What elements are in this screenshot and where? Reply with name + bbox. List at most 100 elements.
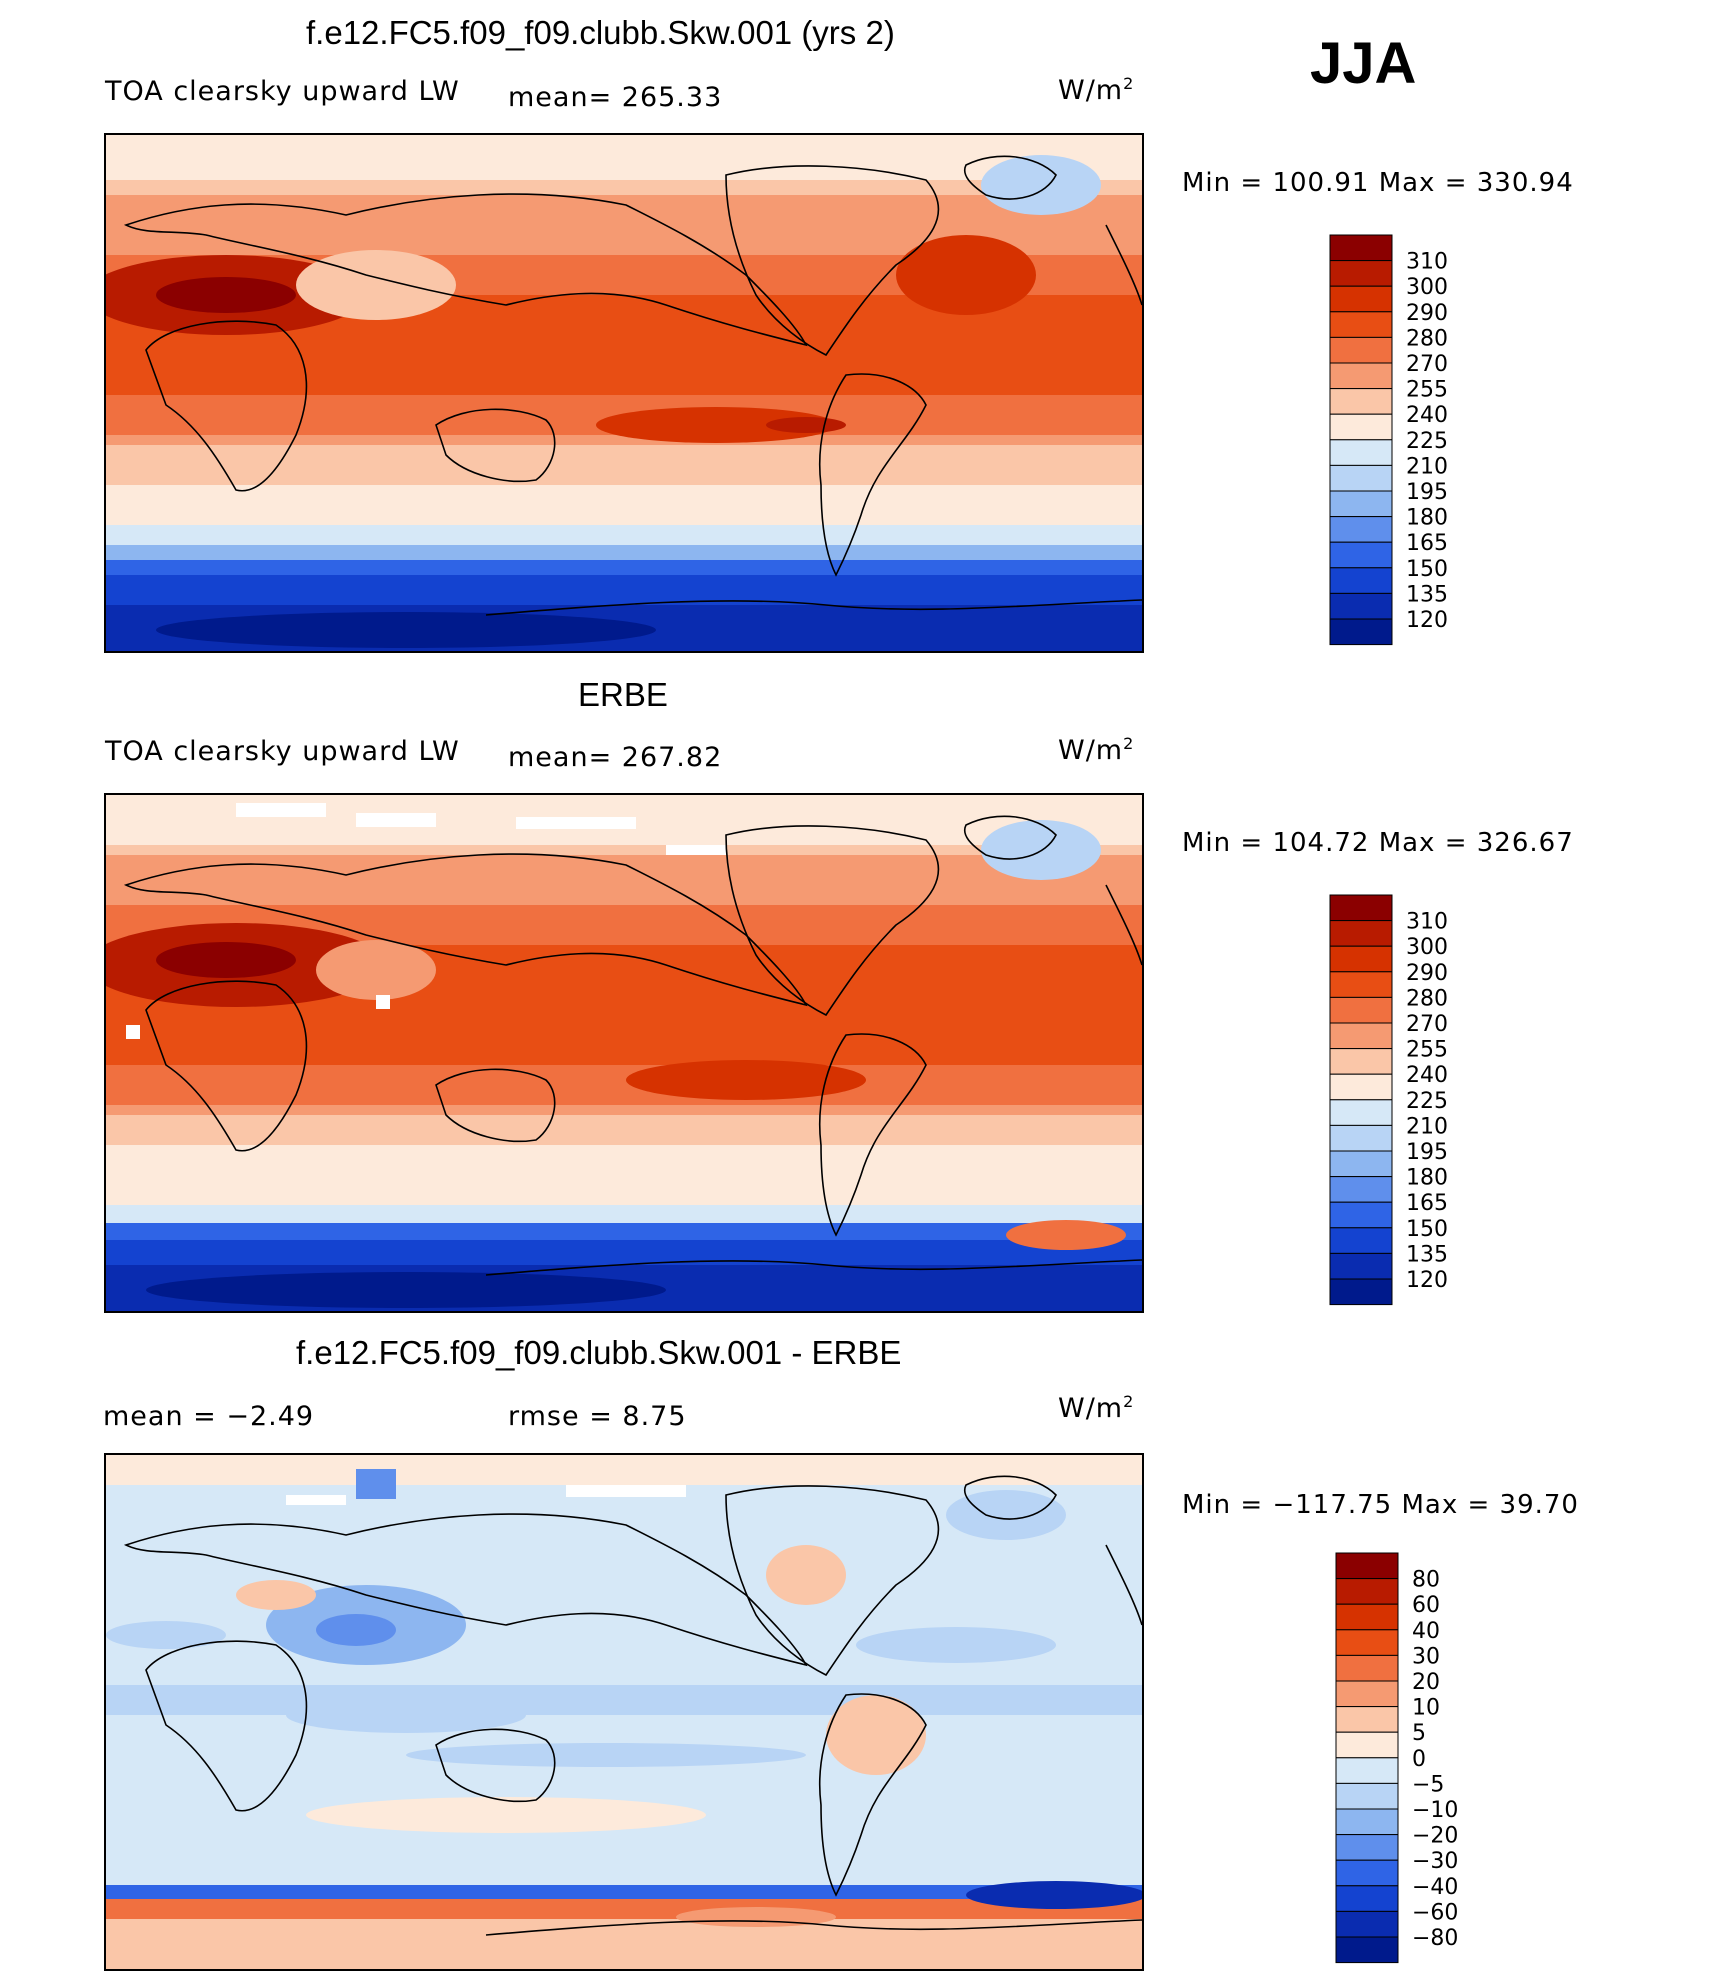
panel-3-colorbar-tick-label: 30: [1412, 1644, 1440, 1669]
panel-1-minmax: Min = 100.91 Max = 330.94: [1182, 168, 1574, 198]
panel-1-colorbar-tick-label: 280: [1406, 326, 1448, 351]
panel-1-colorbar-swatch: [1329, 285, 1393, 313]
panel-3-colorbar-tick-label: −60: [1412, 1900, 1458, 1925]
panel-2-colorbar-swatch: [1329, 894, 1393, 922]
panel-2-units: W/m2: [1058, 734, 1135, 766]
panel-3-title: f.e12.FC5.f09_f09.clubb.Skw.001 - ERBE: [296, 1334, 902, 1371]
panel-2-colorbar-swatch: [1329, 1150, 1393, 1178]
panel-3-colorbar-swatch: [1335, 1552, 1399, 1580]
panel-3-colorbar: 80 60 40 30 20 10 5 0 −5 −10 −20 −30 −40 −60 −80: [1335, 1552, 1536, 1968]
panel-2-colorbar-swatch: [1329, 1176, 1393, 1203]
panel-2-colorbar-tick-label: 180: [1406, 1166, 1448, 1191]
panel-3-colorbar-tick-label: 80: [1412, 1568, 1440, 1593]
panel-2-colorbar-swatch: [1329, 1201, 1393, 1229]
panel-3-colorbar-swatch: [1335, 1654, 1399, 1682]
panel-3-colorbar-tick-label: 20: [1412, 1670, 1440, 1695]
panel-1-colorbar-swatch: [1329, 336, 1393, 364]
panel-3-colorbar-tick-label: 60: [1412, 1593, 1440, 1618]
panel-3-colorbar-swatch: [1335, 1936, 1399, 1964]
panel-2-colorbar-swatch: [1329, 1227, 1393, 1254]
panel-2-map-svg: [106, 795, 1142, 1311]
panel-1-colorbar-swatch: [1329, 464, 1393, 492]
panel-3-colorbar-tick-label: −30: [1412, 1849, 1458, 1874]
panel-1-colorbar-tick-label: 165: [1406, 531, 1448, 556]
panel-1-colorbar-svg: 3103002902802702552402252101951801651501…: [1329, 234, 1448, 646]
panel-1-colorbar-swatch: [1329, 618, 1393, 646]
panel-2-colorbar-swatch: [1329, 945, 1393, 973]
panel-3-colorbar-swatch: [1335, 1757, 1399, 1784]
panel-3-colorbar-swatch: [1335, 1629, 1399, 1656]
panel-2-colorbar-tick-label: 290: [1406, 961, 1448, 986]
panel-2-colorbar-swatch: [1329, 1048, 1393, 1075]
panel-3-colorbar-swatch: [1335, 1910, 1399, 1938]
panel-1-colorbar-swatch: [1329, 541, 1393, 569]
panel-2-colorbar-tick-label: 240: [1406, 1063, 1448, 1088]
panel-2-colorbar-tick-label: 225: [1406, 1089, 1448, 1114]
panel-1-colorbar-swatch: [1329, 490, 1393, 518]
panel-3-colorbar-swatch: [1335, 1782, 1399, 1810]
panel-3-map: [104, 1453, 1144, 1971]
panel-2-colorbar-tick-label: 270: [1406, 1012, 1448, 1037]
panel-2-colorbar-swatch: [1329, 1124, 1393, 1152]
panel-2-colorbar-tick-label: 165: [1406, 1191, 1448, 1216]
panel-2-colorbar-tick-label: 150: [1406, 1217, 1448, 1242]
panel-1-colorbar-tick-label: 120: [1406, 608, 1448, 633]
panel-1-colorbar-tick-label: 225: [1406, 429, 1448, 454]
panel-1-colorbar-tick-label: 195: [1406, 480, 1448, 505]
panel-2-colorbar-tick-label: 195: [1406, 1140, 1448, 1165]
panel-2-colorbar-tick-label: 210: [1406, 1114, 1448, 1139]
panel-2-colorbar-swatch: [1329, 1252, 1393, 1280]
panel-3-colorbar-swatch: [1335, 1603, 1399, 1631]
panel-3-colorbar-swatch: [1335, 1885, 1399, 1912]
panel-1-colorbar-swatch: [1329, 388, 1393, 415]
panel-1-colorbar-tick-label: 135: [1406, 582, 1448, 607]
panel-2-title: ERBE: [578, 676, 668, 713]
panel-2-colorbar-swatch: [1329, 1022, 1393, 1050]
panel-3-colorbar-tick-label: 0: [1412, 1747, 1426, 1772]
panel-2-colorbar-swatch: [1329, 1278, 1393, 1306]
panel-1-map: [104, 133, 1144, 653]
panel-1-colorbar-swatch: [1329, 516, 1393, 543]
panel-1-colorbar: 310 300 290 280 270 255 240 225 210 195 180 165 150 1…: [1329, 234, 1530, 650]
panel-3-colorbar-tick-label: −5: [1412, 1772, 1444, 1797]
panel-2-mean-label: mean= 267.82: [508, 742, 723, 773]
panel-1-colorbar-swatch: [1329, 413, 1393, 441]
season-label: JJA: [1310, 31, 1417, 96]
panel-1-title: f.e12.FC5.f09_f09.clubb.Skw.001 (yrs 2): [306, 14, 895, 51]
panel-2-colorbar: 310 300 290 280 270 255 240 225 210 195 180 165 150 1…: [1329, 894, 1530, 1310]
panel-3-colorbar-tick-label: 10: [1412, 1696, 1440, 1721]
panel-2-colorbar-swatch: [1329, 996, 1393, 1024]
panel-2-colorbar-tick-label: 135: [1406, 1242, 1448, 1267]
panel-1-colorbar-tick-label: 180: [1406, 506, 1448, 531]
panel-2-colorbar-swatch: [1329, 1099, 1393, 1126]
panel-1-colorbar-swatch: [1329, 567, 1393, 594]
panel-2-colorbar-swatch: [1329, 1073, 1393, 1101]
panel-2-colorbar-tick-label: 255: [1406, 1038, 1448, 1063]
panel-3-minmax: Min = −117.75 Max = 39.70: [1182, 1490, 1579, 1520]
panel-1-variable-label: TOA clearsky upward LW: [105, 76, 460, 107]
panel-1-colorbar-tick-label: 255: [1406, 378, 1448, 403]
panel-2-colorbar-swatch: [1329, 971, 1393, 998]
panel-2-colorbar-tick-label: 310: [1406, 910, 1448, 935]
panel-3-colorbar-tick-label: 40: [1412, 1619, 1440, 1644]
panel-1-mean-label: mean= 265.33: [508, 82, 723, 113]
panel-3-colorbar-tick-label: −40: [1412, 1875, 1458, 1900]
panel-3-mean-label: mean = −2.49: [103, 1401, 315, 1432]
panel-1-colorbar-tick-label: 300: [1406, 275, 1448, 300]
panel-2-colorbar-svg: 3103002902802702552402252101951801651501…: [1329, 894, 1448, 1306]
panel-3-colorbar-tick-label: 5: [1412, 1721, 1426, 1746]
panel-1-colorbar-swatch: [1329, 260, 1393, 287]
panel-3-colorbar-tick-label: −20: [1412, 1824, 1458, 1849]
panel-1-colorbar-tick-label: 290: [1406, 301, 1448, 326]
panel-2-colorbar-tick-label: 280: [1406, 986, 1448, 1011]
panel-1-colorbar-tick-label: 150: [1406, 557, 1448, 582]
panel-2-variable-label: TOA clearsky upward LW: [105, 736, 460, 767]
panel-2-minmax: Min = 104.72 Max = 326.67: [1182, 828, 1574, 858]
panel-1-colorbar-swatch: [1329, 234, 1393, 262]
panel-2-map: [104, 793, 1144, 1313]
panel-1-units: W/m2: [1058, 74, 1135, 106]
panel-3-colorbar-swatch: [1335, 1808, 1399, 1836]
panel-3-rmse-label: rmse = 8.75: [508, 1401, 687, 1432]
panel-1-colorbar-tick-label: 240: [1406, 403, 1448, 428]
